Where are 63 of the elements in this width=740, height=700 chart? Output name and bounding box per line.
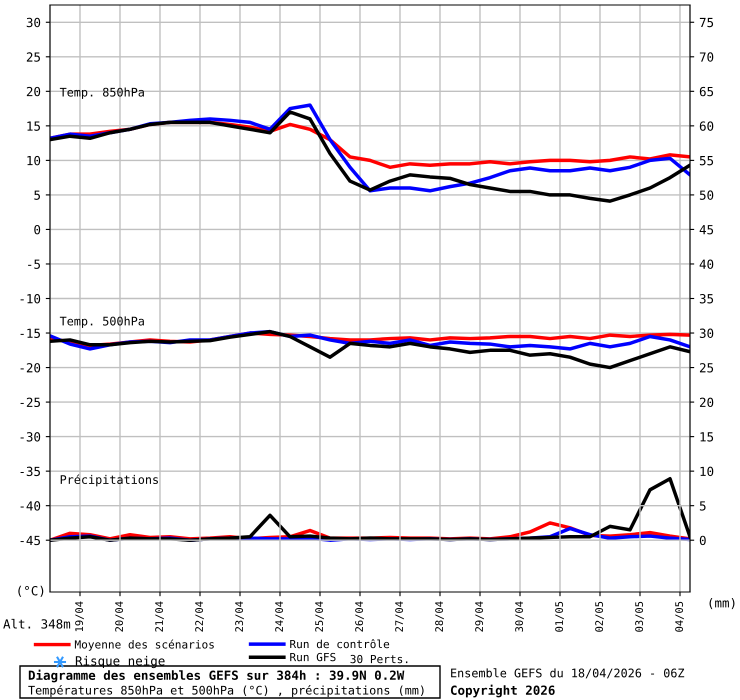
x-tick-label: 26/04 [355, 602, 364, 632]
y-tick-label: 0 [34, 224, 40, 234]
y-axis-title: (°C) [18, 586, 44, 597]
x-tick-label: 03/05 [635, 602, 644, 632]
y2-tick-label: 65 [700, 86, 714, 96]
text: Diagramme des ensembles GEFS sur 384h : 39.9N 0.2W [28, 670, 404, 682]
y-tick-label: -15 [20, 328, 40, 338]
text: Températures 850hPa et 500hPa (°C) , précipitations (mm) [28, 685, 424, 697]
x-tick-label: 30/04 [515, 602, 524, 632]
text: 30 Perts. [350, 654, 408, 664]
y-tick-label: -45 [20, 536, 40, 546]
annotation: Temp. 500hPa [60, 316, 144, 328]
text: Ensemble GEFS du 18/04/2026 - 06Z [451, 668, 684, 678]
y2-tick-label: 50 [700, 190, 714, 200]
legend-label: Run GFS [290, 652, 336, 662]
x-tick-label: 04/05 [675, 602, 684, 632]
y-tick-label: -20 [20, 363, 40, 373]
x-tick-label: 28/04 [435, 602, 444, 632]
x-tick-label: 21/04 [155, 602, 164, 632]
y-tick-label: 15 [27, 122, 40, 131]
y2-tick-label: 25 [700, 363, 714, 373]
y2-axis-title: (mm) [710, 598, 734, 610]
y-tick-label: -35 [20, 466, 40, 476]
text: Alt. 348m [3, 618, 70, 629]
text: Copyright 2026 [450, 684, 555, 698]
x-tick-label: 23/04 [235, 602, 244, 632]
x-tick-label: 24/04 [275, 602, 284, 632]
y2-tick-label: 15 [700, 432, 714, 442]
y2-tick-label: 45 [700, 225, 714, 234]
y-tick-label: 25 [26, 52, 40, 62]
x-tick-label: 01/05 [555, 602, 564, 632]
x-tick-label: 25/04 [315, 602, 324, 632]
y2-tick-label: 30 [700, 328, 714, 338]
y2-tick-label: 20 [700, 398, 714, 408]
y-tick-label: 30 [26, 18, 40, 28]
y-tick-label: 5 [34, 190, 40, 200]
y-tick-label: -10 [20, 294, 40, 304]
y-tick-label: -25 [20, 398, 40, 408]
y2-tick-label: 10 [700, 466, 714, 476]
x-tick-label: 19/04 [75, 602, 84, 632]
annotation: Temp. 850hPa [60, 87, 144, 99]
y2-tick-label: 0 [700, 536, 706, 546]
y2-tick-label: 5 [700, 501, 706, 511]
x-tick-label: 22/04 [195, 602, 204, 632]
y2-tick-label: 70 [700, 52, 714, 62]
y-tick-label: -30 [20, 432, 40, 442]
legend-label: Moyenne des scénarios [74, 640, 214, 651]
y2-tick-label: 40 [700, 259, 714, 269]
y-tick-label: 20 [26, 86, 40, 96]
x-tick-label: 29/04 [475, 602, 484, 632]
y2-tick-label: 75 [700, 18, 714, 28]
y2-tick-label: 60 [700, 121, 714, 131]
legend-label: Run de contrôle [290, 639, 390, 648]
x-tick-label: 20/04 [115, 602, 124, 632]
y2-tick-label: 55 [700, 156, 714, 166]
x-tick-label: 27/04 [395, 602, 404, 632]
text: Risque neige [76, 656, 165, 668]
y-tick-label: -40 [20, 501, 40, 511]
annotation: Précipitations [60, 474, 158, 486]
x-tick-label: 02/05 [595, 602, 604, 632]
y2-tick-label: 35 [700, 294, 714, 304]
y-tick-label: -5 [28, 260, 40, 269]
y-tick-label: 10 [27, 156, 40, 166]
